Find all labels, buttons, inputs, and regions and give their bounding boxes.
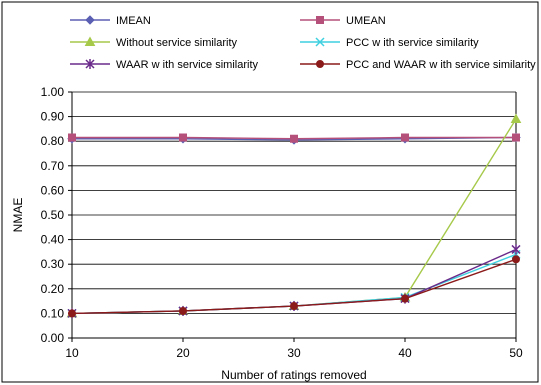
y-tick-label: 0.20	[41, 282, 65, 296]
y-tick-label: 0.80	[41, 134, 65, 148]
data-point	[68, 309, 76, 318]
data-point	[401, 133, 409, 142]
y-axis-title: NMAE	[11, 198, 25, 233]
legend-label: UMEAN	[346, 15, 386, 27]
series-group	[66, 113, 522, 319]
x-tick-label: 40	[398, 346, 412, 360]
legend-label: PCC and WAAR w ith service similarity	[346, 59, 536, 71]
legend-item: Without service similarity	[70, 36, 238, 49]
series-2	[68, 133, 520, 143]
legend-item: PCC and WAAR w ith service similarity	[300, 59, 536, 71]
y-tick-label: 0.70	[41, 159, 65, 173]
legend-label: Without service similarity	[116, 37, 238, 49]
legend-label: PCC w ith service similarity	[346, 37, 479, 49]
y-tick-label: 0.60	[41, 183, 65, 197]
legend-marker	[84, 36, 96, 46]
legend-marker	[85, 15, 95, 25]
data-point	[290, 134, 298, 143]
y-tick-label: 0.90	[41, 110, 65, 124]
legend-item: IMEAN	[70, 15, 151, 27]
gridlines	[72, 91, 516, 339]
legend-marker	[316, 60, 324, 68]
data-point	[290, 302, 298, 311]
legend-marker	[316, 16, 324, 24]
y-tick-label: 0.00	[41, 331, 65, 345]
legend-marker	[315, 37, 325, 47]
x-tick-label: 50	[509, 346, 523, 360]
data-point	[179, 133, 187, 142]
series-6	[68, 255, 520, 318]
y-tick-label: 0.40	[41, 233, 65, 247]
data-point	[510, 113, 522, 124]
x-tick-label: 10	[65, 346, 79, 360]
data-point	[512, 255, 520, 264]
legend-label: WAAR w ith service similarity	[116, 59, 258, 71]
legend-item: WAAR w ith service similarity	[70, 59, 258, 71]
legend-label: IMEAN	[116, 15, 151, 27]
data-point	[512, 133, 520, 142]
data-point	[179, 306, 187, 315]
axes: 0.00 0.10 0.20 0.30 0.40 0.50 0.60 0.70 0.80 0.90…	[41, 85, 523, 360]
y-tick-label: 1.00	[41, 85, 65, 99]
data-point	[511, 244, 521, 255]
y-tick-label: 0.50	[41, 208, 65, 222]
legend: IMEAN UMEAN Without service similarity PCC …	[70, 15, 536, 71]
legend-item: UMEAN	[300, 15, 386, 27]
legend-marker	[85, 59, 95, 69]
x-axis-title: Number of ratings removed	[221, 368, 366, 382]
legend-item: PCC w ith service similarity	[300, 37, 479, 49]
y-tick-label: 0.10	[41, 306, 65, 320]
data-point	[401, 294, 409, 303]
data-point	[68, 133, 76, 142]
x-tick-label: 20	[176, 346, 190, 360]
x-tick-label: 30	[287, 346, 301, 360]
y-tick-label: 0.30	[41, 257, 65, 271]
